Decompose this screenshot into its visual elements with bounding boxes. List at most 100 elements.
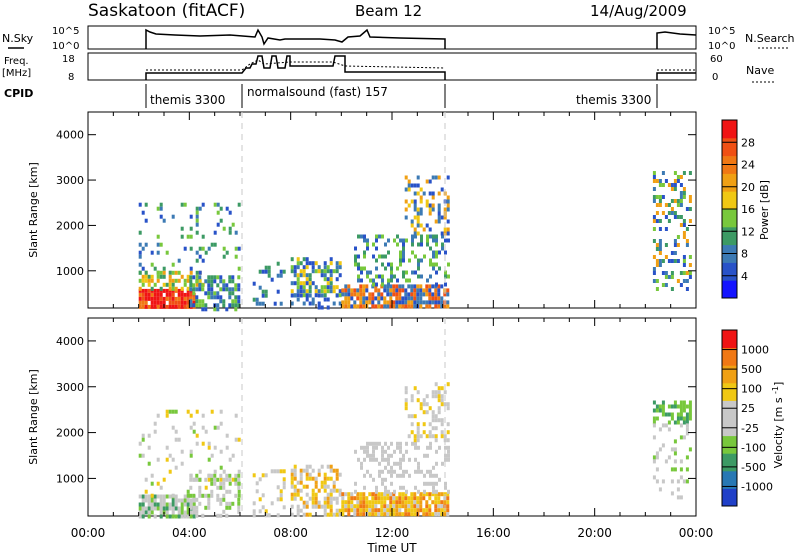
heatmap-cell [392, 288, 396, 293]
heatmap-cell [434, 438, 438, 443]
heatmap-cell [416, 288, 420, 293]
heatmap-cell [338, 301, 342, 306]
freq-trace-late [656, 72, 696, 80]
heatmap-cell [383, 512, 387, 517]
heatmap-cell [162, 506, 166, 511]
heatmap-cell [219, 279, 223, 284]
heatmap-cell [410, 512, 414, 517]
heatmap-cell [429, 441, 432, 446]
heatmap-cell [138, 202, 142, 207]
heatmap-cell [189, 292, 193, 297]
heatmap-cell [405, 489, 408, 494]
colorbar-tick-label: -500 [741, 461, 766, 474]
heatmap-cell [679, 283, 683, 287]
heatmap-cell [377, 496, 381, 501]
heatmap-cell [159, 494, 163, 499]
heatmap-cell [159, 214, 163, 219]
heatmap-cell [411, 242, 414, 247]
colorbar-segment [722, 400, 737, 419]
noise-left-tick-top: 10^5 [52, 26, 79, 37]
heatmap-cell [290, 472, 294, 477]
heatmap-cell [655, 179, 659, 183]
heatmap-cell [679, 495, 683, 500]
heatmap-cell [234, 307, 238, 312]
heatmap-cell [138, 510, 142, 515]
heatmap-cell [290, 504, 294, 509]
heatmap-cell [670, 287, 674, 291]
colorbar-tick-label: -100 [741, 441, 766, 454]
heatmap-cell [437, 504, 441, 509]
heatmap-cell [344, 500, 348, 505]
heatmap-cell [375, 282, 378, 287]
heatmap-cell [234, 254, 238, 259]
heatmap-cell [207, 477, 211, 482]
heatmap-cell [685, 227, 689, 231]
heatmap-cell [332, 289, 336, 294]
heatmap-cell [264, 509, 268, 514]
heatmap-cell [150, 498, 154, 503]
heatmap-cell [652, 408, 656, 413]
heatmap-cell [422, 512, 426, 517]
heatmap-cell [302, 468, 306, 473]
nave-label: Nave [746, 64, 774, 77]
heatmap-cell [314, 289, 318, 294]
heatmap-cell [195, 230, 199, 235]
heatmap-cell [180, 226, 184, 231]
heatmap-cell [216, 202, 220, 207]
heatmap-cell [311, 269, 315, 274]
power-x-ticks [87, 112, 697, 308]
heatmap-cell [402, 485, 405, 490]
heatmap-cell [290, 492, 294, 497]
heatmap-cell [437, 175, 441, 180]
heatmap-cell [685, 467, 689, 472]
heatmap-cell [192, 291, 196, 296]
heatmap-cell [682, 255, 686, 259]
heatmap-cell [431, 191, 435, 196]
heatmap-cell [183, 296, 187, 301]
heatmap-cell [360, 278, 363, 283]
heatmap-cell [431, 500, 435, 505]
heatmap-cell [308, 285, 312, 290]
heatmap-cell [419, 187, 423, 192]
heatmap-cell [150, 288, 154, 293]
heatmap-cell [198, 303, 202, 308]
heatmap-cell [168, 274, 172, 279]
heatmap-cell [387, 250, 390, 255]
heatmap-cell [311, 492, 315, 497]
heatmap-cell [399, 465, 402, 470]
heatmap-cell [329, 488, 333, 493]
heatmap-cell [356, 500, 360, 505]
heatmap-cell [395, 300, 399, 305]
heatmap-cell [201, 513, 205, 518]
heatmap-cell [438, 250, 441, 255]
heatmap-cell [428, 179, 432, 184]
heatmap-cell [447, 262, 450, 267]
heatmap-cell [389, 304, 393, 309]
heatmap-cell [198, 469, 202, 474]
heatmap-cell [407, 304, 411, 309]
heatmap-cell [159, 510, 163, 515]
heatmap-cell [431, 300, 435, 305]
heatmap-cell [664, 255, 668, 259]
heatmap-cell [323, 293, 327, 298]
heatmap-cell [237, 246, 241, 251]
heatmap-cell [381, 453, 384, 458]
heatmap-cell [168, 409, 172, 414]
heatmap-cell [153, 292, 157, 297]
heatmap-cell [432, 238, 435, 243]
heatmap-cell [447, 449, 450, 454]
heatmap-cell [174, 506, 178, 511]
heatmap-cell [201, 441, 205, 446]
heatmap-cell [676, 215, 680, 219]
cpid-label: CPID [4, 87, 33, 100]
heatmap-cell [234, 287, 238, 292]
heatmap-cell [171, 214, 175, 219]
heatmap-cell [290, 496, 294, 501]
heatmap-cell [417, 258, 420, 263]
heatmap-cell [228, 210, 232, 215]
heatmap-cell [661, 443, 665, 448]
heatmap-cell [279, 489, 283, 494]
heatmap-cell [189, 296, 193, 301]
heatmap-cell [201, 303, 205, 308]
